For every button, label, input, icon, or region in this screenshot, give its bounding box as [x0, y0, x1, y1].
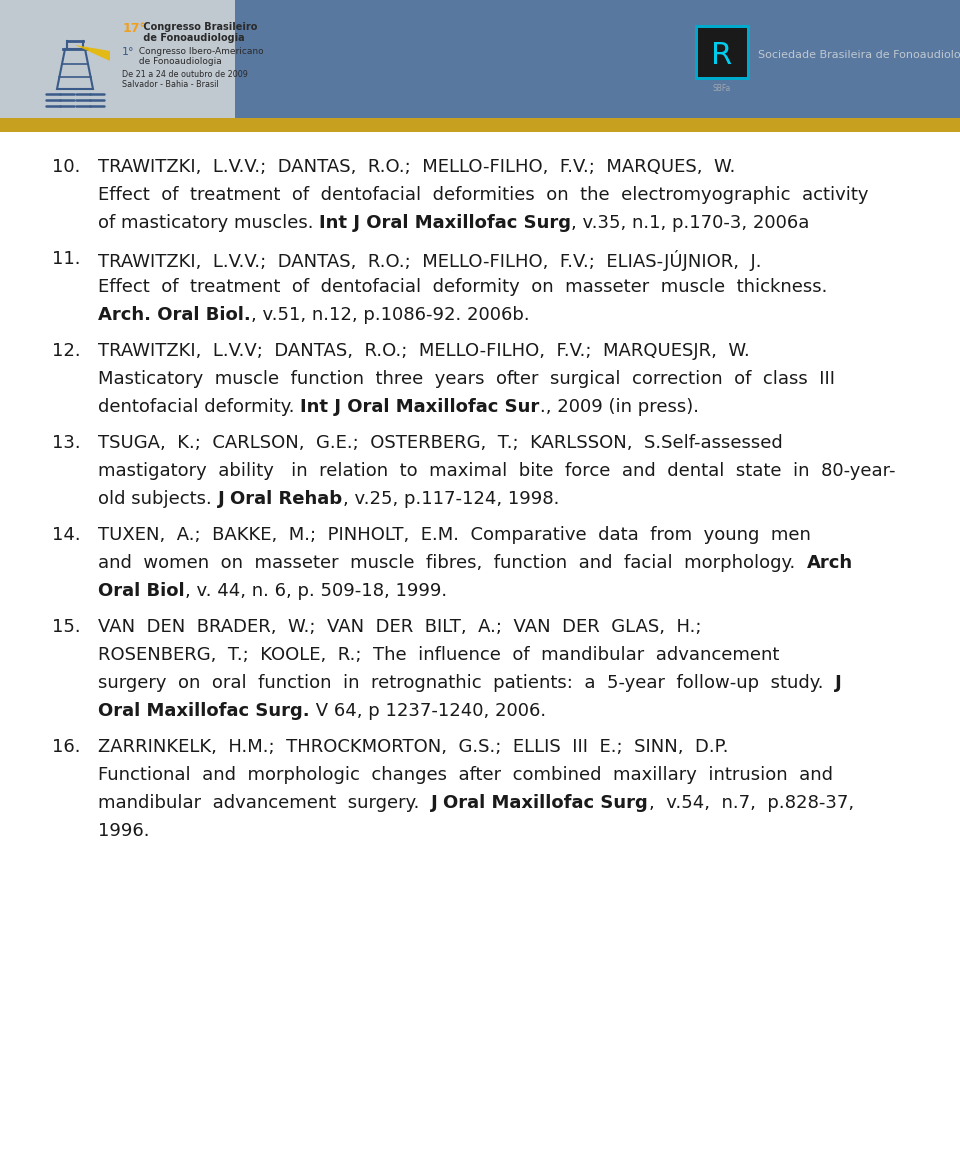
Text: Int J Oral Maxillofac Surg: Int J Oral Maxillofac Surg — [320, 214, 571, 233]
Text: of masticatory muscles.: of masticatory muscles. — [98, 214, 320, 233]
Text: ., 2009 (in press).: ., 2009 (in press). — [540, 398, 699, 416]
Text: 1996.: 1996. — [98, 822, 150, 840]
Text: Arch. Oral Biol.: Arch. Oral Biol. — [98, 306, 251, 323]
Text: Oral Biol: Oral Biol — [98, 582, 184, 600]
Text: TUXEN,  A.;  BAKKE,  M.;  PINHOLT,  E.M.  Comparative  data  from  young  men: TUXEN, A.; BAKKE, M.; PINHOLT, E.M. Comp… — [98, 526, 811, 544]
Bar — [0, 119, 960, 132]
Text: J Oral Rehab: J Oral Rehab — [218, 490, 343, 508]
Text: 11.: 11. — [52, 250, 81, 268]
Bar — [0, 0, 235, 119]
Text: , v.51, n.12, p.1086-92. 2006b.: , v.51, n.12, p.1086-92. 2006b. — [251, 306, 529, 323]
Text: Salvador - Bahia - Brasil: Salvador - Bahia - Brasil — [122, 81, 219, 89]
Text: R: R — [711, 40, 732, 69]
Text: 13.: 13. — [52, 434, 81, 452]
Bar — [698, 28, 747, 77]
Text: 17°: 17° — [122, 22, 146, 35]
Bar — [235, 0, 960, 119]
Polygon shape — [75, 45, 110, 61]
Text: De 21 a 24 de outubro de 2009: De 21 a 24 de outubro de 2009 — [122, 70, 248, 79]
Text: VAN  DEN  BRADER,  W.;  VAN  DER  BILT,  A.;  VAN  DER  GLAS,  H.;: VAN DEN BRADER, W.; VAN DER BILT, A.; VA… — [98, 618, 702, 637]
Text: old subjects.: old subjects. — [98, 490, 218, 508]
Text: Congresso Ibero-Americano: Congresso Ibero-Americano — [136, 47, 264, 56]
Text: and  women  on  masseter  muscle  fibres,  function  and  facial  morphology.: and women on masseter muscle fibres, fun… — [98, 554, 806, 572]
Text: J: J — [835, 674, 842, 692]
Text: ROSENBERG,  T.;  KOOLE,  R.;  The  influence  of  mandibular  advancement: ROSENBERG, T.; KOOLE, R.; The influence … — [98, 646, 780, 664]
Bar — [695, 25, 750, 81]
Text: TRAWITZKI,  L.V.V;  DANTAS,  R.O.;  MELLO-FILHO,  F.V.;  MARQUESJR,  W.: TRAWITZKI, L.V.V; DANTAS, R.O.; MELLO-FI… — [98, 342, 750, 360]
Text: Congresso Brasileiro: Congresso Brasileiro — [140, 22, 257, 32]
Text: mandibular  advancement  surgery.: mandibular advancement surgery. — [98, 794, 431, 811]
Text: Functional  and  morphologic  changes  after  combined  maxillary  intrusion  an: Functional and morphologic changes after… — [98, 767, 833, 784]
Text: mastigatory  ability   in  relation  to  maximal  bite  force  and  dental  stat: mastigatory ability in relation to maxim… — [98, 462, 896, 480]
Text: 16.: 16. — [52, 738, 81, 756]
Text: 12.: 12. — [52, 342, 81, 360]
Text: de Fonoaudiologia: de Fonoaudiologia — [136, 58, 222, 66]
Text: TSUGA,  K.;  CARLSON,  G.E.;  OSTERBERG,  T.;  KARLSSON,  S.Self-assessed: TSUGA, K.; CARLSON, G.E.; OSTERBERG, T.;… — [98, 434, 782, 452]
Text: J Oral Maxillofac Surg: J Oral Maxillofac Surg — [431, 794, 649, 811]
Text: V 64, p 1237-1240, 2006.: V 64, p 1237-1240, 2006. — [310, 702, 545, 721]
Text: 15.: 15. — [52, 618, 81, 637]
Text: Int J Oral Maxillofac Sur: Int J Oral Maxillofac Sur — [300, 398, 540, 416]
Text: Oral Maxillofac Surg.: Oral Maxillofac Surg. — [98, 702, 310, 721]
Text: TRAWITZKI,  L.V.V.;  DANTAS,  R.O.;  MELLO-FILHO,  F.V.;  ELIAS-JÚJNIOR,  J.: TRAWITZKI, L.V.V.; DANTAS, R.O.; MELLO-F… — [98, 250, 761, 270]
Text: 14.: 14. — [52, 526, 81, 544]
Text: , v. 44, n. 6, p. 509-18, 1999.: , v. 44, n. 6, p. 509-18, 1999. — [184, 582, 446, 600]
Text: Effect  of  treatment  of  dentofacial  deformity  on  masseter  muscle  thickne: Effect of treatment of dentofacial defor… — [98, 279, 828, 296]
Text: dentofacial deformity.: dentofacial deformity. — [98, 398, 300, 416]
Text: TRAWITZKI,  L.V.V.;  DANTAS,  R.O.;  MELLO-FILHO,  F.V.;  MARQUES,  W.: TRAWITZKI, L.V.V.; DANTAS, R.O.; MELLO-F… — [98, 158, 735, 176]
Text: SBFa: SBFa — [713, 84, 732, 93]
Text: Masticatory  muscle  function  three  years  ofter  surgical  correction  of  cl: Masticatory muscle function three years … — [98, 369, 835, 388]
Text: Sociedade Brasileira de Fonoaudiologia: Sociedade Brasileira de Fonoaudiologia — [758, 49, 960, 60]
Text: , v.35, n.1, p.170-3, 2006a: , v.35, n.1, p.170-3, 2006a — [571, 214, 809, 233]
Text: surgery  on  oral  function  in  retrognathic  patients:  a  5-year  follow-up  : surgery on oral function in retrognathic… — [98, 674, 835, 692]
Text: , v.25, p.117-124, 1998.: , v.25, p.117-124, 1998. — [343, 490, 559, 508]
Text: ,  v.54,  n.7,  p.828-37,: , v.54, n.7, p.828-37, — [649, 794, 853, 811]
Text: Effect  of  treatment  of  dentofacial  deformities  on  the  electromyographic : Effect of treatment of dentofacial defor… — [98, 186, 869, 204]
Text: ZARRINKELK,  H.M.;  THROCKMORTON,  G.S.;  ELLIS  III  E.;  SINN,  D.P.: ZARRINKELK, H.M.; THROCKMORTON, G.S.; EL… — [98, 738, 729, 756]
Text: de Fonoaudiologia: de Fonoaudiologia — [140, 33, 245, 43]
Text: 10.: 10. — [52, 158, 81, 176]
Text: 1°: 1° — [122, 47, 134, 58]
Text: Arch: Arch — [806, 554, 852, 572]
